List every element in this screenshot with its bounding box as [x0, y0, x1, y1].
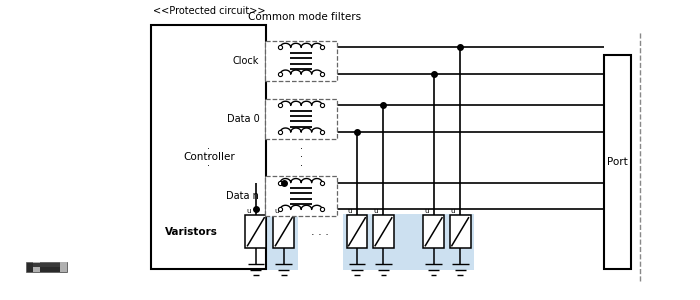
Text: Common mode filters: Common mode filters [248, 12, 361, 22]
Text: Data n: Data n [227, 191, 260, 201]
Bar [34, 262, 41, 272]
Bar [60, 262, 67, 272]
Text: u: u [347, 208, 351, 214]
Bar [265, 176, 337, 216]
Text: Varistors: Varistors [164, 227, 218, 237]
Bar [265, 99, 337, 139]
Bar [449, 215, 470, 248]
Text: Data 0: Data 0 [227, 114, 260, 124]
Bar [242, 214, 298, 270]
Text: u: u [274, 208, 279, 214]
Text: u: u [246, 208, 251, 214]
Bar [346, 215, 368, 248]
Text: Port: Port [608, 157, 628, 167]
Text: Clock: Clock [233, 56, 260, 66]
Bar [424, 215, 444, 248]
Text: Controller: Controller [183, 152, 235, 162]
Bar [273, 215, 294, 248]
Text: <<Protected circuit>>: <<Protected circuit>> [153, 6, 265, 16]
Text: . . .: . . . [312, 227, 329, 237]
Text: u: u [374, 208, 378, 214]
Bar [34, 263, 60, 267]
Bar [373, 215, 394, 248]
Text: ·
·
·: · · · [207, 144, 210, 171]
Text: u: u [450, 208, 455, 214]
Bar [27, 262, 67, 272]
Bar [265, 41, 337, 81]
Bar [151, 25, 266, 269]
Bar [343, 214, 474, 270]
Text: ·
·
·: · · · [300, 144, 302, 171]
Bar [246, 215, 266, 248]
Text: u: u [424, 208, 428, 214]
Bar [605, 55, 631, 269]
